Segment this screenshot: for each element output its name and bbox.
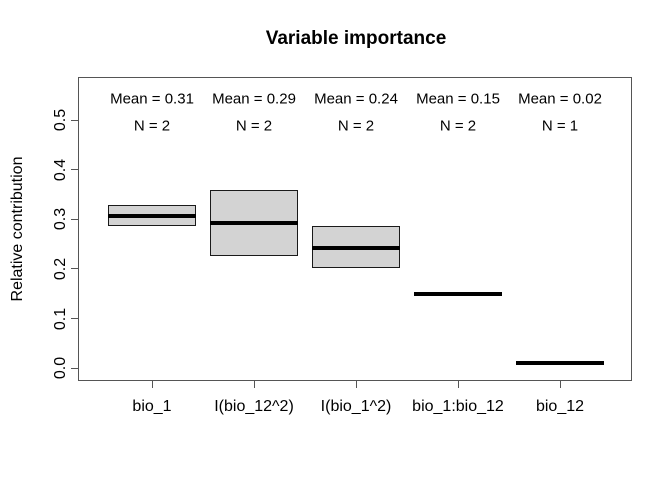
x-axis-tick (559, 381, 561, 388)
n-annotation: N = 2 (133, 117, 171, 135)
x-axis-tick (151, 381, 153, 388)
mean-annotation: Mean = 0.29 (212, 90, 296, 108)
y-axis-tick-label: 0.1 (52, 307, 69, 330)
n-annotation: N = 2 (337, 117, 375, 135)
boxplot-median-line (108, 213, 196, 218)
x-axis-tick (253, 381, 255, 388)
boxplot-degenerate-box (414, 292, 502, 297)
y-axis-tick-label: 0.5 (52, 108, 69, 132)
mean-annotation: Mean = 0.15 (416, 90, 500, 108)
x-axis-tick (457, 381, 459, 388)
x-axis-tick-label: I(bio_1^2) (320, 398, 392, 415)
mean-annotation: Mean = 0.31 (110, 90, 194, 108)
y-axis-tick-label: 0.2 (52, 257, 69, 281)
y-axis-tick-label: 0.0 (52, 357, 69, 380)
x-axis-tick-label: bio_1 (132, 398, 172, 415)
y-axis-tick (71, 318, 78, 320)
n-annotation: N = 2 (439, 117, 477, 135)
n-annotation: N = 2 (235, 117, 273, 135)
x-axis-tick-label: bio_1:bio_12 (412, 398, 504, 415)
y-axis-tick-label: 0.4 (52, 158, 69, 181)
chart-title: Variable importance (265, 28, 447, 49)
x-axis-tick-label: bio_12 (535, 398, 585, 415)
x-axis-tick (355, 381, 357, 388)
boxplot-median-line (312, 246, 400, 251)
n-annotation: N = 1 (541, 117, 579, 135)
y-axis-tick (71, 218, 78, 220)
y-axis-tick (71, 268, 78, 270)
y-axis-tick (71, 119, 78, 121)
boxplot-median-line (210, 220, 298, 225)
y-axis-tick (71, 367, 78, 369)
y-axis-tick-label: 0.3 (52, 208, 69, 231)
y-axis-tick (71, 169, 78, 171)
y-axis-title: Relative contribution (9, 156, 26, 302)
x-axis-tick-label: I(bio_12^2) (214, 398, 294, 415)
boxplot-degenerate-box (516, 360, 604, 365)
mean-annotation: Mean = 0.24 (314, 90, 398, 108)
mean-annotation: Mean = 0.02 (518, 90, 602, 108)
